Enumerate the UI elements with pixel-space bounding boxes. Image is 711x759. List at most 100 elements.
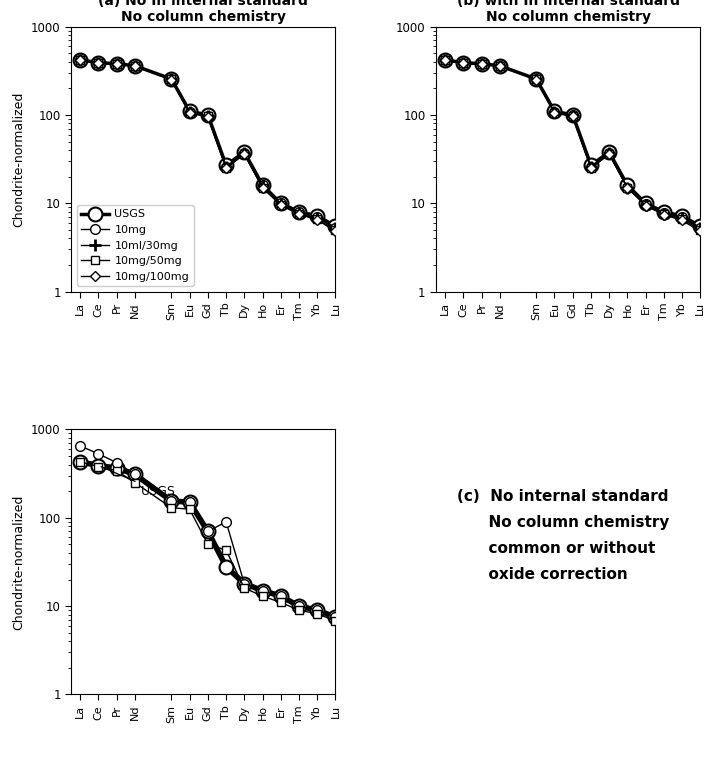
10mg/100mg	[459, 58, 468, 68]
USGS	[240, 147, 249, 156]
10ml/30mg	[313, 213, 321, 222]
10mg	[550, 108, 559, 117]
10mg	[660, 208, 668, 217]
10mg/50mg	[277, 200, 285, 209]
10mg/50mg	[167, 75, 176, 84]
10mg	[605, 149, 614, 158]
USGS	[459, 58, 468, 68]
USGS	[660, 207, 668, 216]
USGS	[623, 181, 631, 190]
Title: (a) No In internal standard
No column chemistry: (a) No In internal standard No column ch…	[98, 0, 309, 24]
10mg/100mg	[660, 210, 668, 219]
10ml/30mg	[696, 224, 705, 233]
10mg/50mg	[258, 183, 267, 192]
10ml/30mg	[186, 108, 194, 117]
10mg	[623, 183, 631, 192]
10mg/100mg	[112, 59, 121, 68]
USGS	[186, 107, 194, 116]
10mg/100mg	[568, 112, 577, 121]
Line: 10ml/30mg: 10ml/30mg	[439, 54, 707, 235]
10mg	[477, 59, 486, 68]
10mg/100mg	[550, 109, 559, 118]
USGS	[641, 199, 650, 208]
10mg	[496, 61, 504, 71]
10mg/100mg	[587, 163, 595, 172]
10mg/50mg	[568, 112, 577, 121]
10ml/30mg	[240, 149, 249, 158]
Line: USGS: USGS	[73, 53, 343, 233]
10mg/100mg	[331, 227, 340, 236]
10mg	[131, 61, 139, 71]
USGS	[587, 161, 595, 170]
Legend: USGS, 10mg, 10ml/30mg, 10mg/50mg, 10mg/100mg: USGS, 10mg, 10ml/30mg, 10mg/50mg, 10mg/1…	[77, 205, 193, 286]
Text: (c)  No internal standard
      No column chemistry
      common or without
    : (c) No internal standard No column chemi…	[457, 490, 670, 581]
10mg/100mg	[441, 55, 449, 65]
10mg/50mg	[605, 150, 614, 159]
10mg/50mg	[532, 75, 540, 84]
10mg	[641, 200, 650, 209]
10ml/30mg	[295, 208, 304, 217]
10mg/50mg	[678, 215, 686, 224]
10ml/30mg	[203, 112, 212, 121]
10mg/50mg	[240, 150, 249, 159]
10mg/100mg	[696, 227, 705, 236]
USGS	[532, 74, 540, 83]
10mg/100mg	[277, 200, 285, 209]
10mg/100mg	[258, 183, 267, 192]
10ml/30mg	[641, 200, 650, 209]
USGS	[313, 211, 321, 220]
10mg	[532, 74, 540, 83]
10ml/30mg	[660, 209, 668, 219]
10mg	[295, 207, 304, 216]
10mg/50mg	[295, 209, 304, 219]
10mg/100mg	[605, 150, 614, 159]
10mg/100mg	[641, 201, 650, 210]
USGS	[76, 55, 85, 65]
Line: 10ml/30mg: 10ml/30mg	[74, 54, 342, 235]
10mg/50mg	[660, 209, 668, 219]
10mg	[258, 181, 267, 190]
USGS	[477, 59, 486, 68]
Line: 10mg/50mg: 10mg/50mg	[441, 56, 705, 234]
USGS	[167, 74, 176, 83]
10mg/100mg	[94, 58, 102, 68]
10mg/100mg	[203, 112, 212, 121]
USGS	[441, 55, 449, 65]
10mg/100mg	[222, 163, 230, 172]
10mg/100mg	[295, 209, 304, 219]
10mg	[112, 59, 121, 68]
10mg/50mg	[696, 225, 705, 235]
10mg	[568, 111, 577, 120]
10mg	[222, 162, 230, 172]
USGS	[203, 110, 212, 119]
10mg	[331, 223, 340, 232]
10mg	[313, 213, 321, 222]
Y-axis label: Chondrite-normalized: Chondrite-normalized	[13, 91, 26, 227]
10ml/30mg	[550, 108, 559, 117]
10mg/100mg	[477, 59, 486, 68]
10mg/50mg	[203, 112, 212, 121]
USGS	[550, 107, 559, 116]
10ml/30mg	[532, 74, 540, 83]
10ml/30mg	[496, 61, 504, 71]
10mg/50mg	[550, 108, 559, 117]
USGS	[112, 59, 121, 68]
10ml/30mg	[277, 200, 285, 209]
10mg	[459, 58, 468, 68]
Line: 10mg/100mg: 10mg/100mg	[77, 57, 339, 235]
10mg/100mg	[131, 61, 139, 71]
USGS	[696, 222, 705, 231]
10ml/30mg	[678, 213, 686, 222]
10mg/50mg	[131, 61, 139, 71]
10ml/30mg	[167, 74, 176, 83]
10mg	[203, 111, 212, 120]
Line: 10mg: 10mg	[75, 55, 341, 232]
10ml/30mg	[112, 59, 121, 68]
10mg/50mg	[623, 183, 631, 192]
10mg/100mg	[186, 109, 194, 118]
Title: (b) with In internal standard
No column chemistry: (b) with In internal standard No column …	[456, 0, 680, 24]
10mg/100mg	[532, 75, 540, 84]
10mg	[441, 55, 449, 65]
10mg	[587, 162, 595, 172]
USGS	[605, 147, 614, 156]
